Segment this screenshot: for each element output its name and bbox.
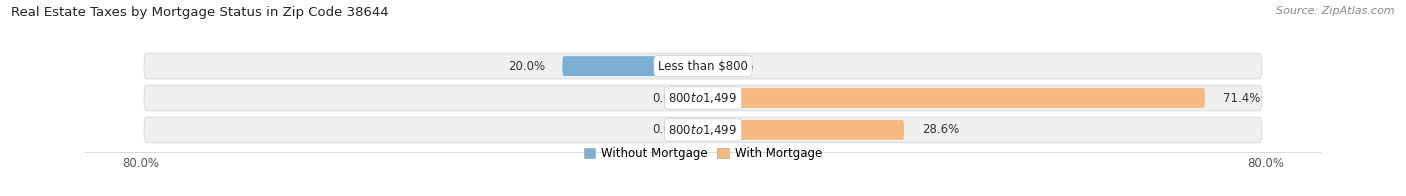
Legend: Without Mortgage, With Mortgage: Without Mortgage, With Mortgage xyxy=(583,147,823,160)
Text: $800 to $1,499: $800 to $1,499 xyxy=(668,123,738,137)
FancyBboxPatch shape xyxy=(562,56,703,76)
Text: 0.0%: 0.0% xyxy=(652,123,682,136)
Text: 20.0%: 20.0% xyxy=(508,60,546,73)
Text: $800 to $1,499: $800 to $1,499 xyxy=(668,91,738,105)
Text: Less than $800: Less than $800 xyxy=(658,60,748,73)
Text: 71.4%: 71.4% xyxy=(1223,92,1260,104)
FancyBboxPatch shape xyxy=(145,53,1263,79)
Text: Real Estate Taxes by Mortgage Status in Zip Code 38644: Real Estate Taxes by Mortgage Status in … xyxy=(11,6,389,19)
FancyBboxPatch shape xyxy=(145,117,1263,143)
FancyBboxPatch shape xyxy=(703,120,904,140)
Text: 28.6%: 28.6% xyxy=(922,123,959,136)
Text: 0.0%: 0.0% xyxy=(652,92,682,104)
Text: 0.0%: 0.0% xyxy=(724,60,754,73)
Text: Source: ZipAtlas.com: Source: ZipAtlas.com xyxy=(1277,6,1395,16)
FancyBboxPatch shape xyxy=(703,88,1205,108)
FancyBboxPatch shape xyxy=(145,85,1263,111)
